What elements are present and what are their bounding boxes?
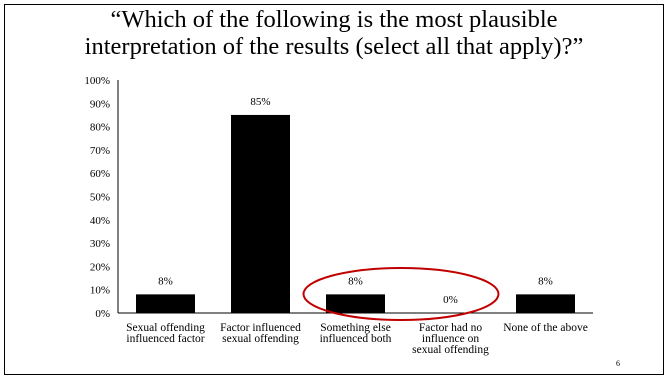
bar (231, 114, 290, 313)
bar (326, 294, 385, 313)
page-number: 6 (616, 359, 620, 368)
slide-title: “Which of the following is the most plau… (8, 6, 660, 60)
title-line-2: interpretation of the results (select al… (84, 33, 584, 60)
y-tick-label: 80% (90, 122, 110, 134)
data-label: 8% (158, 275, 173, 287)
bar (516, 294, 575, 313)
y-tick-label: 10% (90, 285, 110, 297)
y-tick-label: 20% (90, 261, 110, 273)
category-label: Factor had no (419, 322, 482, 334)
y-tick-label: 40% (90, 215, 110, 227)
highlight-ellipse (302, 267, 500, 321)
y-tick-label: 30% (90, 238, 110, 250)
category-label: sexual offending (222, 333, 299, 345)
data-label: 8% (538, 275, 553, 287)
category-label: Something else (320, 322, 391, 334)
y-tick-label: 0% (95, 308, 110, 320)
data-label: 0% (443, 294, 458, 306)
data-label: 8% (348, 275, 363, 287)
y-tick-label: 90% (90, 98, 110, 110)
category-label: influence on (422, 333, 479, 345)
category-label: None of the above (503, 322, 588, 334)
bar (136, 294, 195, 313)
y-tick-label: 60% (90, 168, 110, 180)
y-tick-label: 50% (90, 192, 110, 204)
category-label: Factor influenced (220, 322, 301, 334)
y-tick-label: 100% (84, 75, 110, 87)
category-label: influenced factor (126, 333, 204, 345)
y-tick-label: 70% (90, 145, 110, 157)
title-line-1: “Which of the following is the most plau… (110, 6, 558, 33)
category-label: Sexual offending (126, 322, 205, 334)
category-label: influenced both (320, 333, 392, 345)
data-label: 85% (250, 96, 270, 108)
category-label: sexual offending (412, 344, 489, 356)
